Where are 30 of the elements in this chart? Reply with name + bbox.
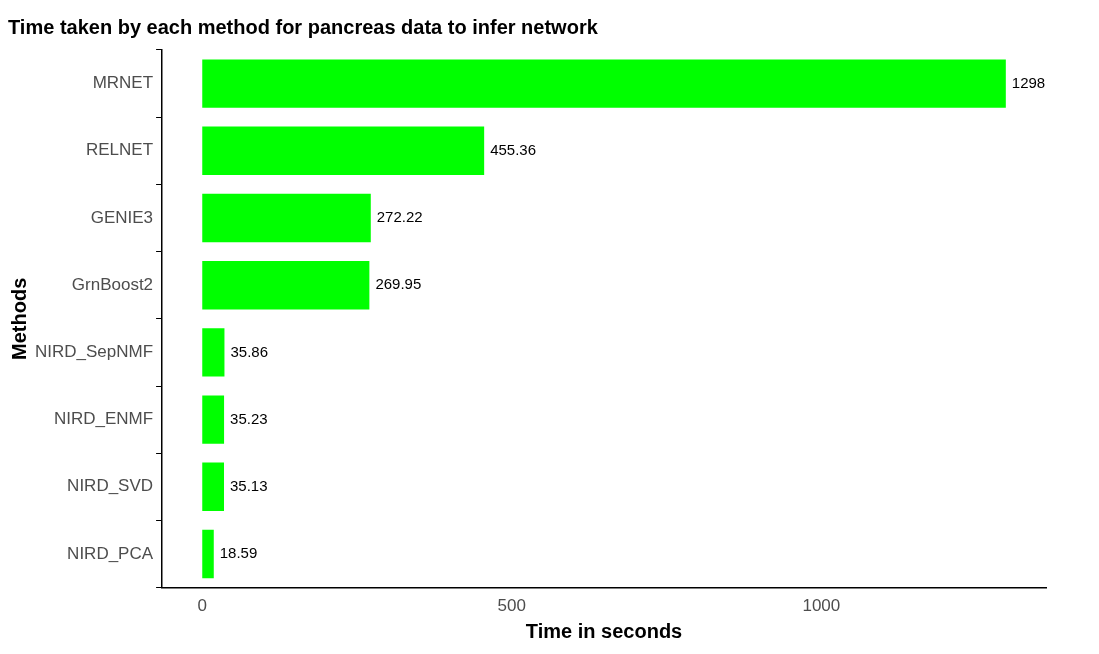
x-tick-label: 1000 [802,596,841,616]
y-tick-label: RELNET [86,140,154,160]
y-tick-label: MRNET [92,73,154,93]
data-label: 18.59 [219,544,258,562]
data-label: 272.22 [376,208,423,226]
bar [202,529,214,579]
bar [202,395,225,444]
bar [202,462,225,511]
data-label: 269.95 [375,275,422,293]
chart-title: Time taken by each method for pancreas data to infer network [8,15,599,38]
y-tick-label: GENIE3 [90,207,154,227]
data-label: 1298 [1011,73,1046,91]
data-label: 35.86 [230,342,268,360]
bar [202,261,370,310]
y-tick-label: NIRD_PCA [67,543,154,563]
x-axis-title: Time in seconds [525,619,683,642]
y-tick-label: GrnBoost2 [71,274,154,294]
x-tick-label: 500 [497,596,526,616]
data-label: 35.13 [230,476,268,494]
y-tick-label: NIRD_SepNMF [34,342,154,362]
y-tick-label: NIRD_ENMF [53,409,154,429]
x-tick-label: 0 [197,596,207,616]
y-tick-label: NIRD_SVD [67,476,154,496]
bar [202,328,225,377]
data-label: 35.23 [230,409,268,427]
bar [202,59,1006,108]
data-label: 455.36 [490,140,537,158]
bar [202,193,371,243]
y-axis-title: Methods [7,277,30,360]
bar [202,126,485,175]
